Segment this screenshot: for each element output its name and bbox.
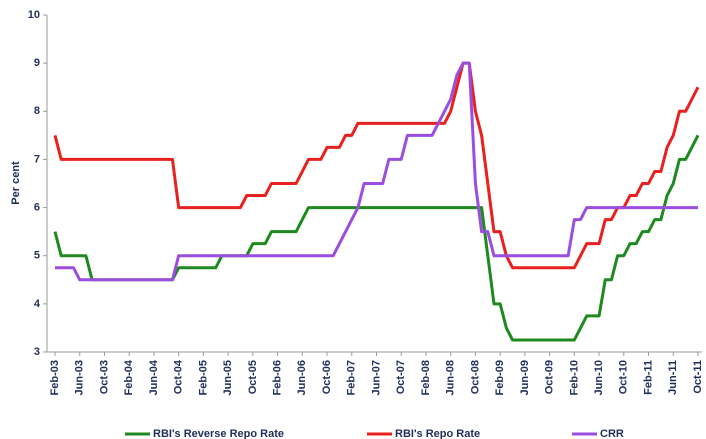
x-tick-label: Jun-11 bbox=[667, 360, 679, 395]
legend-label: RBI's Reverse Repo Rate bbox=[153, 428, 284, 439]
x-tick-label: Feb-11 bbox=[642, 360, 654, 395]
x-tick-label: Jun-04 bbox=[148, 359, 160, 395]
x-tick-label: Feb-04 bbox=[123, 359, 135, 395]
x-tick-label: Oct-04 bbox=[173, 359, 185, 394]
x-tick-label: Jun-05 bbox=[222, 360, 234, 395]
legend-label: RBI's Repo Rate bbox=[395, 428, 480, 439]
x-tick-label: Oct-11 bbox=[692, 360, 704, 394]
x-tick-label: Jun-07 bbox=[370, 360, 382, 395]
y-tick-label: 7 bbox=[34, 153, 40, 165]
y-tick-label: 3 bbox=[34, 346, 40, 358]
x-tick-label: Feb-03 bbox=[49, 360, 61, 395]
y-tick-label: 5 bbox=[34, 250, 40, 262]
y-tick-label: 8 bbox=[34, 105, 40, 117]
x-tick-label: Feb-06 bbox=[271, 360, 283, 395]
x-tick-label: Jun-10 bbox=[593, 360, 605, 395]
x-tick-label: Oct-05 bbox=[247, 360, 259, 394]
y-axis-label: Per cent bbox=[10, 161, 22, 205]
x-tick-label: Jun-03 bbox=[74, 360, 86, 395]
x-tick-label: Feb-09 bbox=[494, 360, 506, 395]
x-tick-label: Jun-08 bbox=[445, 360, 457, 395]
x-tick-label: Feb-07 bbox=[346, 360, 358, 395]
x-tick-label: Oct-06 bbox=[321, 360, 333, 394]
x-tick-label: Oct-10 bbox=[618, 360, 630, 394]
series-line bbox=[55, 61, 698, 282]
series-line bbox=[53, 61, 700, 270]
x-tick-label: Feb-05 bbox=[197, 360, 209, 395]
x-tick-label: Feb-10 bbox=[568, 360, 580, 395]
x-tick-label: Feb-08 bbox=[420, 360, 432, 395]
y-tick-label: 9 bbox=[34, 57, 40, 69]
legend-label: CRR bbox=[600, 428, 624, 439]
y-tick-label: 10 bbox=[28, 9, 40, 21]
x-tick-label: Jun-09 bbox=[519, 360, 531, 395]
x-tick-label: Jun-06 bbox=[296, 360, 308, 395]
x-tick-label: Oct-07 bbox=[395, 360, 407, 394]
x-tick-label: Oct-03 bbox=[98, 360, 110, 394]
x-tick-label: Oct-09 bbox=[544, 360, 556, 394]
y-tick-label: 4 bbox=[34, 298, 41, 310]
y-tick-label: 6 bbox=[34, 201, 40, 213]
x-tick-label: Oct-08 bbox=[469, 360, 481, 394]
